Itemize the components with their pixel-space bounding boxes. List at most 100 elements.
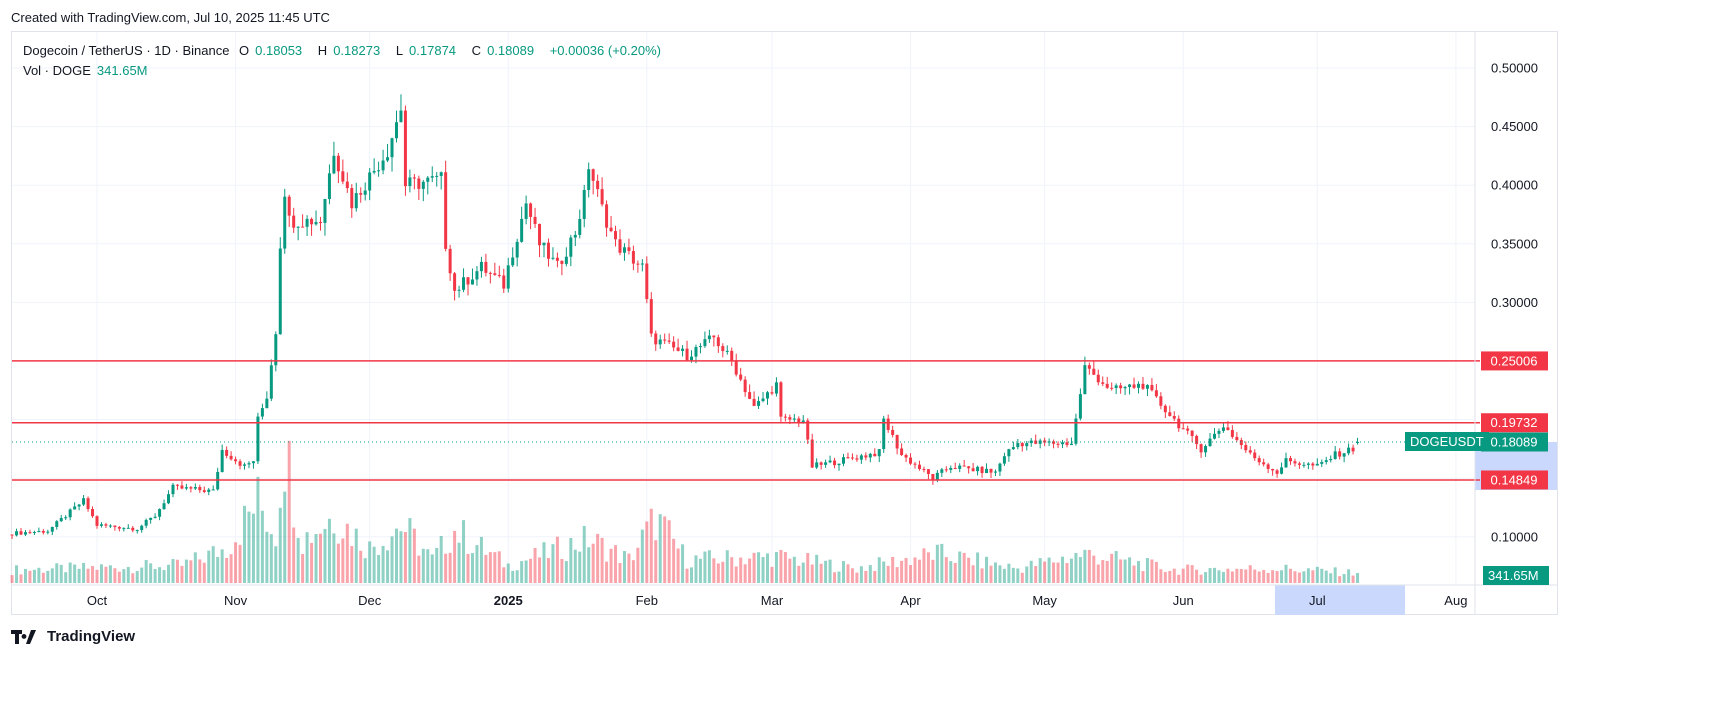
volume-bar xyxy=(940,543,944,583)
volume-bar xyxy=(1029,560,1033,583)
candle-body xyxy=(667,340,671,342)
tradingview-brand: TradingView xyxy=(47,628,136,645)
volume-bar xyxy=(1351,575,1355,583)
volume-bar xyxy=(202,562,206,583)
volume-bar xyxy=(640,529,644,583)
volume-bar xyxy=(1204,572,1208,583)
candle-body xyxy=(350,188,354,209)
candle-body xyxy=(332,155,336,174)
volume-bar xyxy=(672,538,676,583)
volume-bar xyxy=(877,557,881,583)
volume-bar xyxy=(1275,571,1279,583)
candle-body xyxy=(167,494,171,504)
candle-body xyxy=(783,416,787,418)
volume-bar xyxy=(542,542,546,583)
volume-bar xyxy=(1150,559,1154,583)
chart-frame[interactable] xyxy=(11,31,1558,615)
volume-bar xyxy=(497,551,501,583)
volume-bar xyxy=(578,551,582,583)
time-axis-tick: Apr xyxy=(900,593,921,608)
volume-bar xyxy=(113,568,117,583)
volume-bar xyxy=(1239,568,1243,583)
candle-body xyxy=(55,521,59,527)
volume-bar xyxy=(23,568,27,583)
candle-body xyxy=(238,461,242,466)
candle-body xyxy=(1320,462,1324,464)
volume-bar xyxy=(770,566,774,583)
volume-bar xyxy=(82,562,86,583)
candle-body xyxy=(1213,433,1216,439)
volume-bar xyxy=(1145,558,1149,583)
volume-bar xyxy=(274,546,278,583)
volume-bar xyxy=(1065,563,1069,583)
volume-bar xyxy=(1101,560,1105,583)
candle-body xyxy=(1208,438,1212,447)
candle-body xyxy=(515,241,519,258)
volume-bar xyxy=(1078,557,1082,583)
candle-body xyxy=(126,527,130,529)
candle-body xyxy=(247,463,251,465)
volume-bar xyxy=(1190,565,1194,583)
volume-bar xyxy=(1280,570,1284,583)
volume-bar xyxy=(1168,570,1172,583)
tradingview-logo[interactable]: TradingView xyxy=(11,628,135,645)
volume-bar xyxy=(1128,557,1132,583)
candle-body xyxy=(913,463,917,465)
candle-body xyxy=(1329,459,1333,461)
volume-bar xyxy=(815,554,819,583)
time-axis-tick: Jul xyxy=(1309,593,1326,608)
candle-body xyxy=(917,464,921,469)
candle-body xyxy=(1293,461,1297,464)
candle-body xyxy=(1132,384,1136,388)
candle-body xyxy=(922,468,926,470)
candle-body xyxy=(417,178,421,189)
candle-body xyxy=(502,275,506,289)
volume-bar xyxy=(175,559,179,583)
volume-bar xyxy=(220,549,224,583)
volume-bar xyxy=(1154,561,1158,583)
candle-body xyxy=(703,339,707,347)
volume-bar xyxy=(859,566,863,583)
volume-bar xyxy=(904,557,908,583)
volume-bar xyxy=(712,558,716,583)
candle-body xyxy=(1145,384,1149,389)
volume-bar xyxy=(1186,564,1190,583)
volume-bar xyxy=(837,571,841,583)
candle-body xyxy=(716,337,720,347)
volume-bar xyxy=(618,563,622,583)
candle-body xyxy=(1047,441,1051,443)
candle-body xyxy=(1087,365,1091,369)
candle-body xyxy=(882,418,886,450)
volume-bar xyxy=(891,556,895,583)
symbol-title[interactable]: Dogecoin / TetherUS · 1D · Binance xyxy=(23,43,230,58)
candle-body xyxy=(1052,441,1056,444)
volume-bar xyxy=(10,575,14,583)
candle-body xyxy=(833,460,837,466)
candle-body xyxy=(694,347,698,357)
candle-body xyxy=(757,401,761,406)
candle-body xyxy=(1230,430,1234,437)
volume-bar xyxy=(189,560,193,583)
candle-body xyxy=(1150,384,1154,391)
candle-body xyxy=(958,465,962,469)
volume-bar xyxy=(287,440,291,583)
candle-body xyxy=(989,468,993,473)
volume-bar xyxy=(149,563,153,583)
candle-body xyxy=(636,263,640,265)
volume-bar xyxy=(1181,568,1185,583)
volume-bar xyxy=(41,572,45,583)
volume-label[interactable]: Vol · DOGE xyxy=(23,63,91,78)
candle-body xyxy=(497,274,501,276)
volume-bar xyxy=(551,544,555,583)
volume-bar xyxy=(783,552,787,583)
candle-body xyxy=(976,466,980,472)
volume-bar xyxy=(1217,570,1221,583)
volume-bar xyxy=(283,491,287,583)
volume-bar xyxy=(868,565,872,583)
candle-body xyxy=(698,346,702,348)
candle-body xyxy=(797,418,801,423)
volume-bar xyxy=(694,555,698,583)
candle-body xyxy=(296,226,300,228)
volume-bar xyxy=(55,563,59,583)
